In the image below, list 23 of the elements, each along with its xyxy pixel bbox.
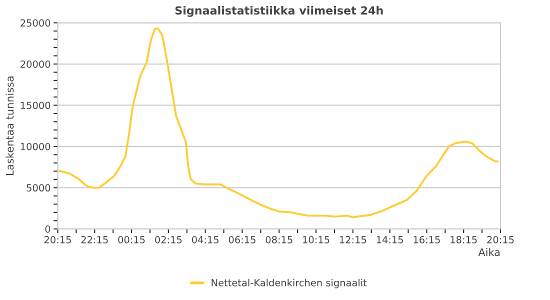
x-tick-label: 20:15 bbox=[487, 236, 514, 244]
x-tick-label: 02:15 bbox=[155, 236, 182, 244]
x-axis-title: Aika bbox=[478, 248, 500, 256]
x-tick-label: 06:15 bbox=[228, 236, 256, 244]
x-tick-label: 10:15 bbox=[303, 236, 330, 244]
x-tick-label: 18:15 bbox=[450, 236, 477, 244]
y-tick-label: 20000 bbox=[20, 60, 50, 68]
chart-title: Signaalistatistiikka viimeiset 24h bbox=[175, 6, 383, 17]
y-tick-label: 5000 bbox=[26, 184, 50, 192]
x-tick-label: 04:15 bbox=[192, 236, 218, 244]
y-tick-label: 10000 bbox=[20, 142, 50, 150]
y-tick-label: 15000 bbox=[20, 102, 50, 110]
y-tick-label: 0 bbox=[45, 225, 50, 233]
x-tick-label: 12:15 bbox=[340, 236, 366, 244]
x-tick-label: 14:15 bbox=[376, 236, 403, 244]
x-tick-label: 08:15 bbox=[266, 236, 292, 244]
x-tick-label: 22:15 bbox=[81, 236, 108, 244]
x-tick-label: 16:15 bbox=[414, 236, 440, 244]
legend-label: Nettetal-Kaldenkirchen signaalit bbox=[212, 278, 367, 288]
x-tick-label: 00:15 bbox=[118, 236, 145, 244]
y-tick-label: 25000 bbox=[20, 19, 50, 27]
y-axis-title: Laskentaa tunnissa bbox=[6, 76, 14, 176]
x-tick-label: 20:15 bbox=[44, 236, 71, 244]
